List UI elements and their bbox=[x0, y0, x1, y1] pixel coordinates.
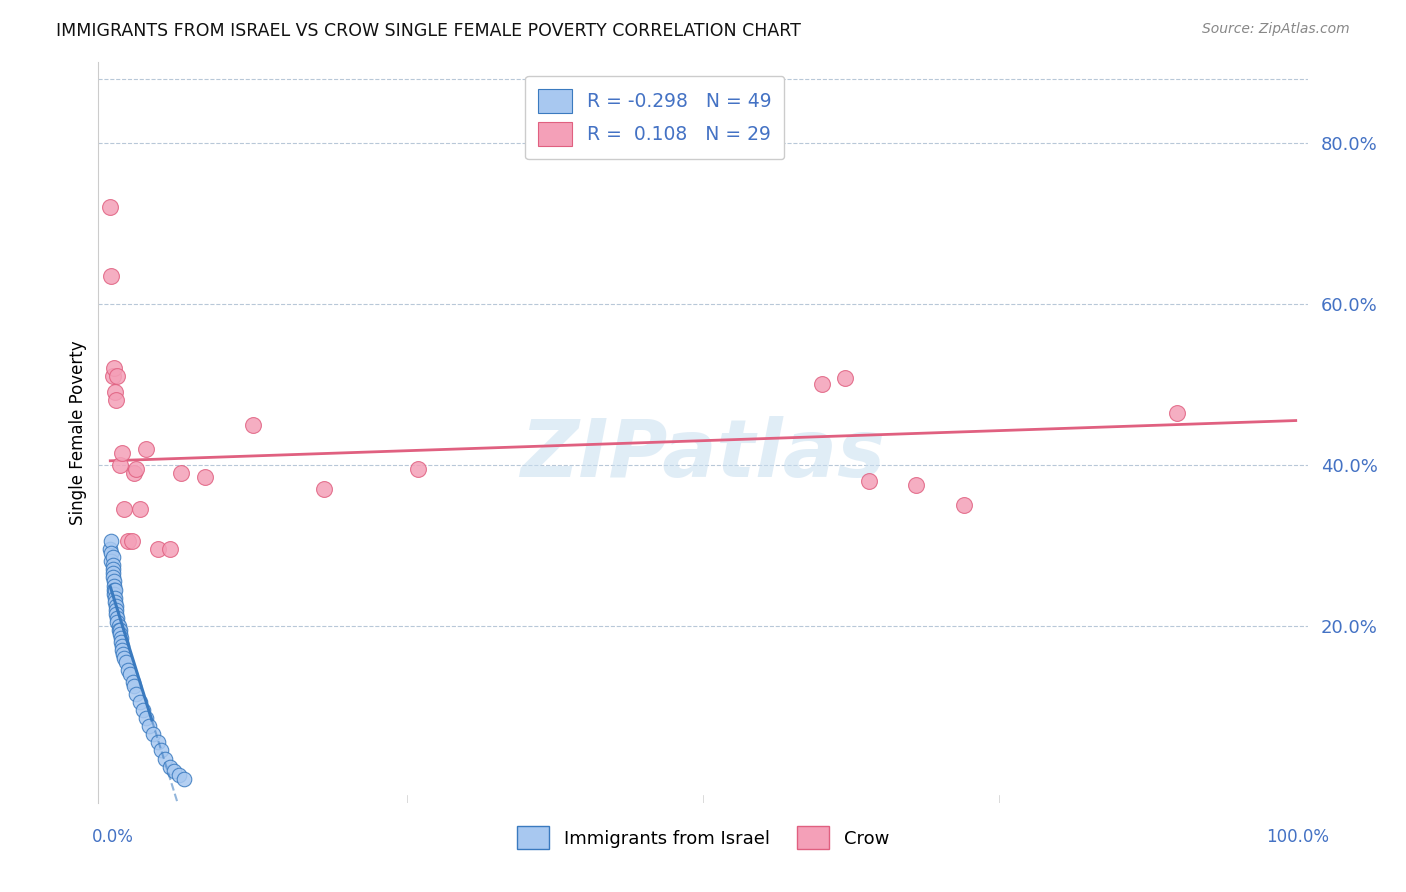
Point bbox=[114, 502, 136, 516]
Point bbox=[122, 466, 145, 480]
Point bbox=[101, 566, 124, 581]
Point bbox=[834, 371, 856, 385]
Point bbox=[125, 462, 148, 476]
Point bbox=[153, 751, 176, 765]
Point bbox=[101, 369, 124, 384]
Point bbox=[952, 498, 974, 512]
Point bbox=[107, 623, 129, 637]
Point bbox=[100, 546, 122, 560]
Point bbox=[194, 470, 217, 484]
Point bbox=[100, 534, 122, 549]
Point bbox=[108, 458, 131, 472]
Point bbox=[104, 582, 127, 597]
Text: 0.0%: 0.0% bbox=[91, 828, 134, 846]
Point bbox=[129, 502, 152, 516]
Point bbox=[117, 534, 139, 549]
Point bbox=[108, 627, 131, 641]
Point bbox=[105, 599, 128, 613]
Y-axis label: Single Female Poverty: Single Female Poverty bbox=[69, 341, 87, 524]
Point bbox=[107, 619, 129, 633]
Point bbox=[103, 578, 125, 592]
Point bbox=[103, 582, 125, 597]
Point bbox=[135, 442, 157, 456]
Point bbox=[312, 482, 335, 496]
Point bbox=[114, 651, 136, 665]
Point bbox=[132, 703, 155, 717]
Point bbox=[408, 462, 430, 476]
Point bbox=[159, 542, 181, 557]
Point bbox=[810, 377, 832, 392]
Point bbox=[98, 200, 121, 214]
Point bbox=[138, 719, 160, 733]
Point bbox=[112, 647, 135, 661]
Point bbox=[101, 562, 124, 576]
Point bbox=[146, 542, 169, 557]
Point bbox=[105, 393, 128, 408]
Point bbox=[1166, 405, 1188, 419]
Point bbox=[100, 554, 122, 568]
Point bbox=[111, 446, 134, 460]
Point bbox=[105, 610, 128, 624]
Point bbox=[163, 764, 186, 778]
Point bbox=[111, 643, 134, 657]
Point bbox=[110, 635, 132, 649]
Point bbox=[98, 542, 121, 557]
Point bbox=[108, 623, 131, 637]
Point bbox=[101, 558, 124, 573]
Text: IMMIGRANTS FROM ISRAEL VS CROW SINGLE FEMALE POVERTY CORRELATION CHART: IMMIGRANTS FROM ISRAEL VS CROW SINGLE FE… bbox=[56, 22, 801, 40]
Point bbox=[111, 639, 134, 653]
Point bbox=[242, 417, 264, 432]
Text: Source: ZipAtlas.com: Source: ZipAtlas.com bbox=[1202, 22, 1350, 37]
Point bbox=[135, 711, 157, 725]
Point bbox=[105, 369, 128, 384]
Point bbox=[167, 767, 190, 781]
Point bbox=[146, 735, 169, 749]
Point bbox=[104, 594, 127, 608]
Point bbox=[114, 655, 136, 669]
Point bbox=[100, 268, 122, 283]
Point bbox=[150, 743, 173, 757]
Point bbox=[105, 615, 128, 629]
Point bbox=[103, 361, 125, 376]
Point bbox=[105, 607, 128, 621]
Point bbox=[121, 534, 143, 549]
Point bbox=[129, 695, 152, 709]
Point bbox=[159, 759, 181, 773]
Text: 100.0%: 100.0% bbox=[1265, 828, 1329, 846]
Point bbox=[858, 474, 880, 488]
Point bbox=[105, 602, 128, 616]
Legend: Immigrants from Israel, Crow: Immigrants from Israel, Crow bbox=[509, 819, 897, 856]
Point bbox=[125, 687, 148, 701]
Point bbox=[120, 667, 142, 681]
Point bbox=[122, 679, 145, 693]
Point bbox=[104, 591, 127, 605]
Point bbox=[110, 631, 132, 645]
Point bbox=[103, 574, 125, 589]
Point bbox=[142, 727, 165, 741]
Point bbox=[103, 586, 125, 600]
Point bbox=[170, 466, 193, 480]
Text: ZIPatlas: ZIPatlas bbox=[520, 416, 886, 494]
Point bbox=[101, 550, 124, 565]
Point bbox=[117, 663, 139, 677]
Point bbox=[121, 675, 143, 690]
Point bbox=[905, 478, 928, 492]
Point bbox=[173, 772, 195, 786]
Point bbox=[104, 385, 127, 400]
Point bbox=[101, 570, 124, 584]
